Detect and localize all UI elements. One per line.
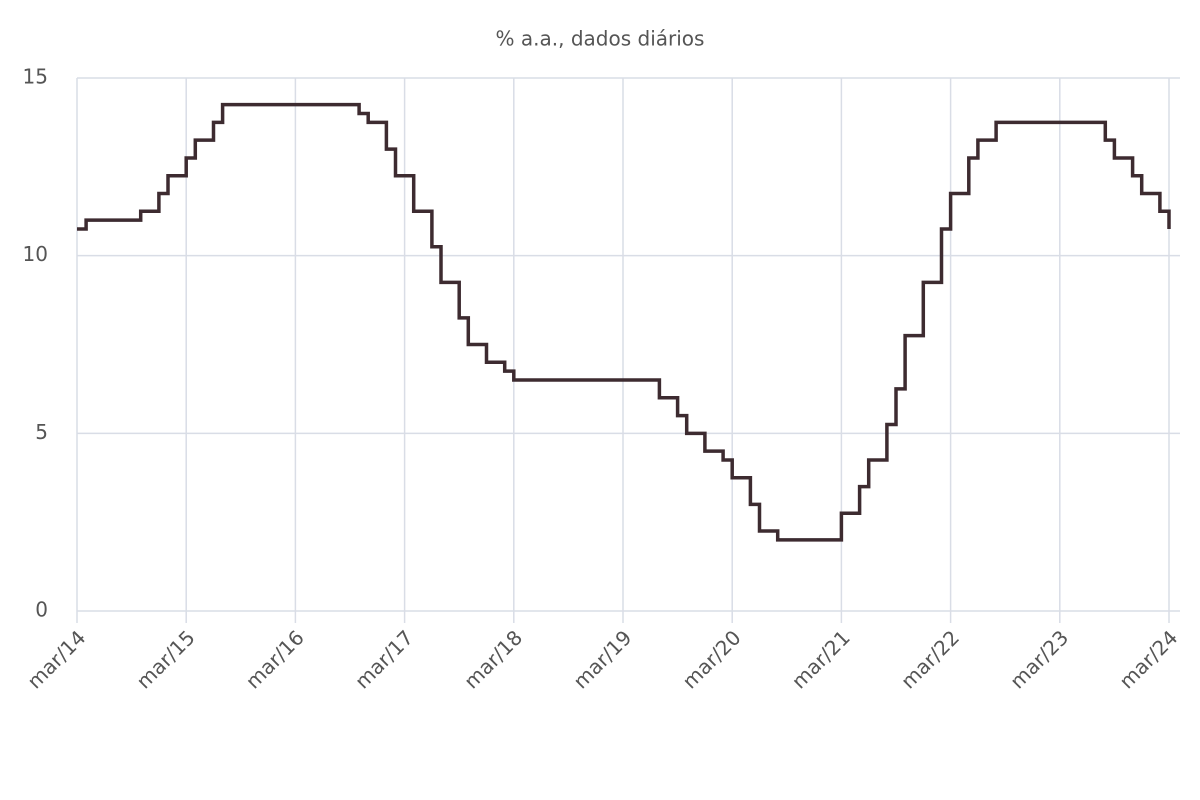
y-tick-label: 5 [35,420,48,444]
y-tick-label: 10 [23,242,48,266]
x-tick-label: mar/19 [568,625,636,693]
x-tick-label: mar/14 [22,625,90,693]
x-tick-label: mar/15 [132,625,200,693]
chart-title: % a.a., dados diários [496,27,705,51]
data-line [77,102,1171,542]
y-tick-label: 0 [35,598,48,622]
y-tick-label: 15 [23,65,48,89]
x-tick-label: mar/22 [896,625,964,693]
x-tick-label: mar/20 [678,625,746,693]
x-tick-label: mar/23 [1005,625,1073,693]
x-tick-label: mar/21 [787,625,855,693]
x-tick-label: mar/17 [350,625,418,693]
x-tick-label: mar/24 [1114,625,1182,693]
x-tick-label: mar/18 [459,625,527,693]
x-tick-label: mar/16 [241,625,309,693]
